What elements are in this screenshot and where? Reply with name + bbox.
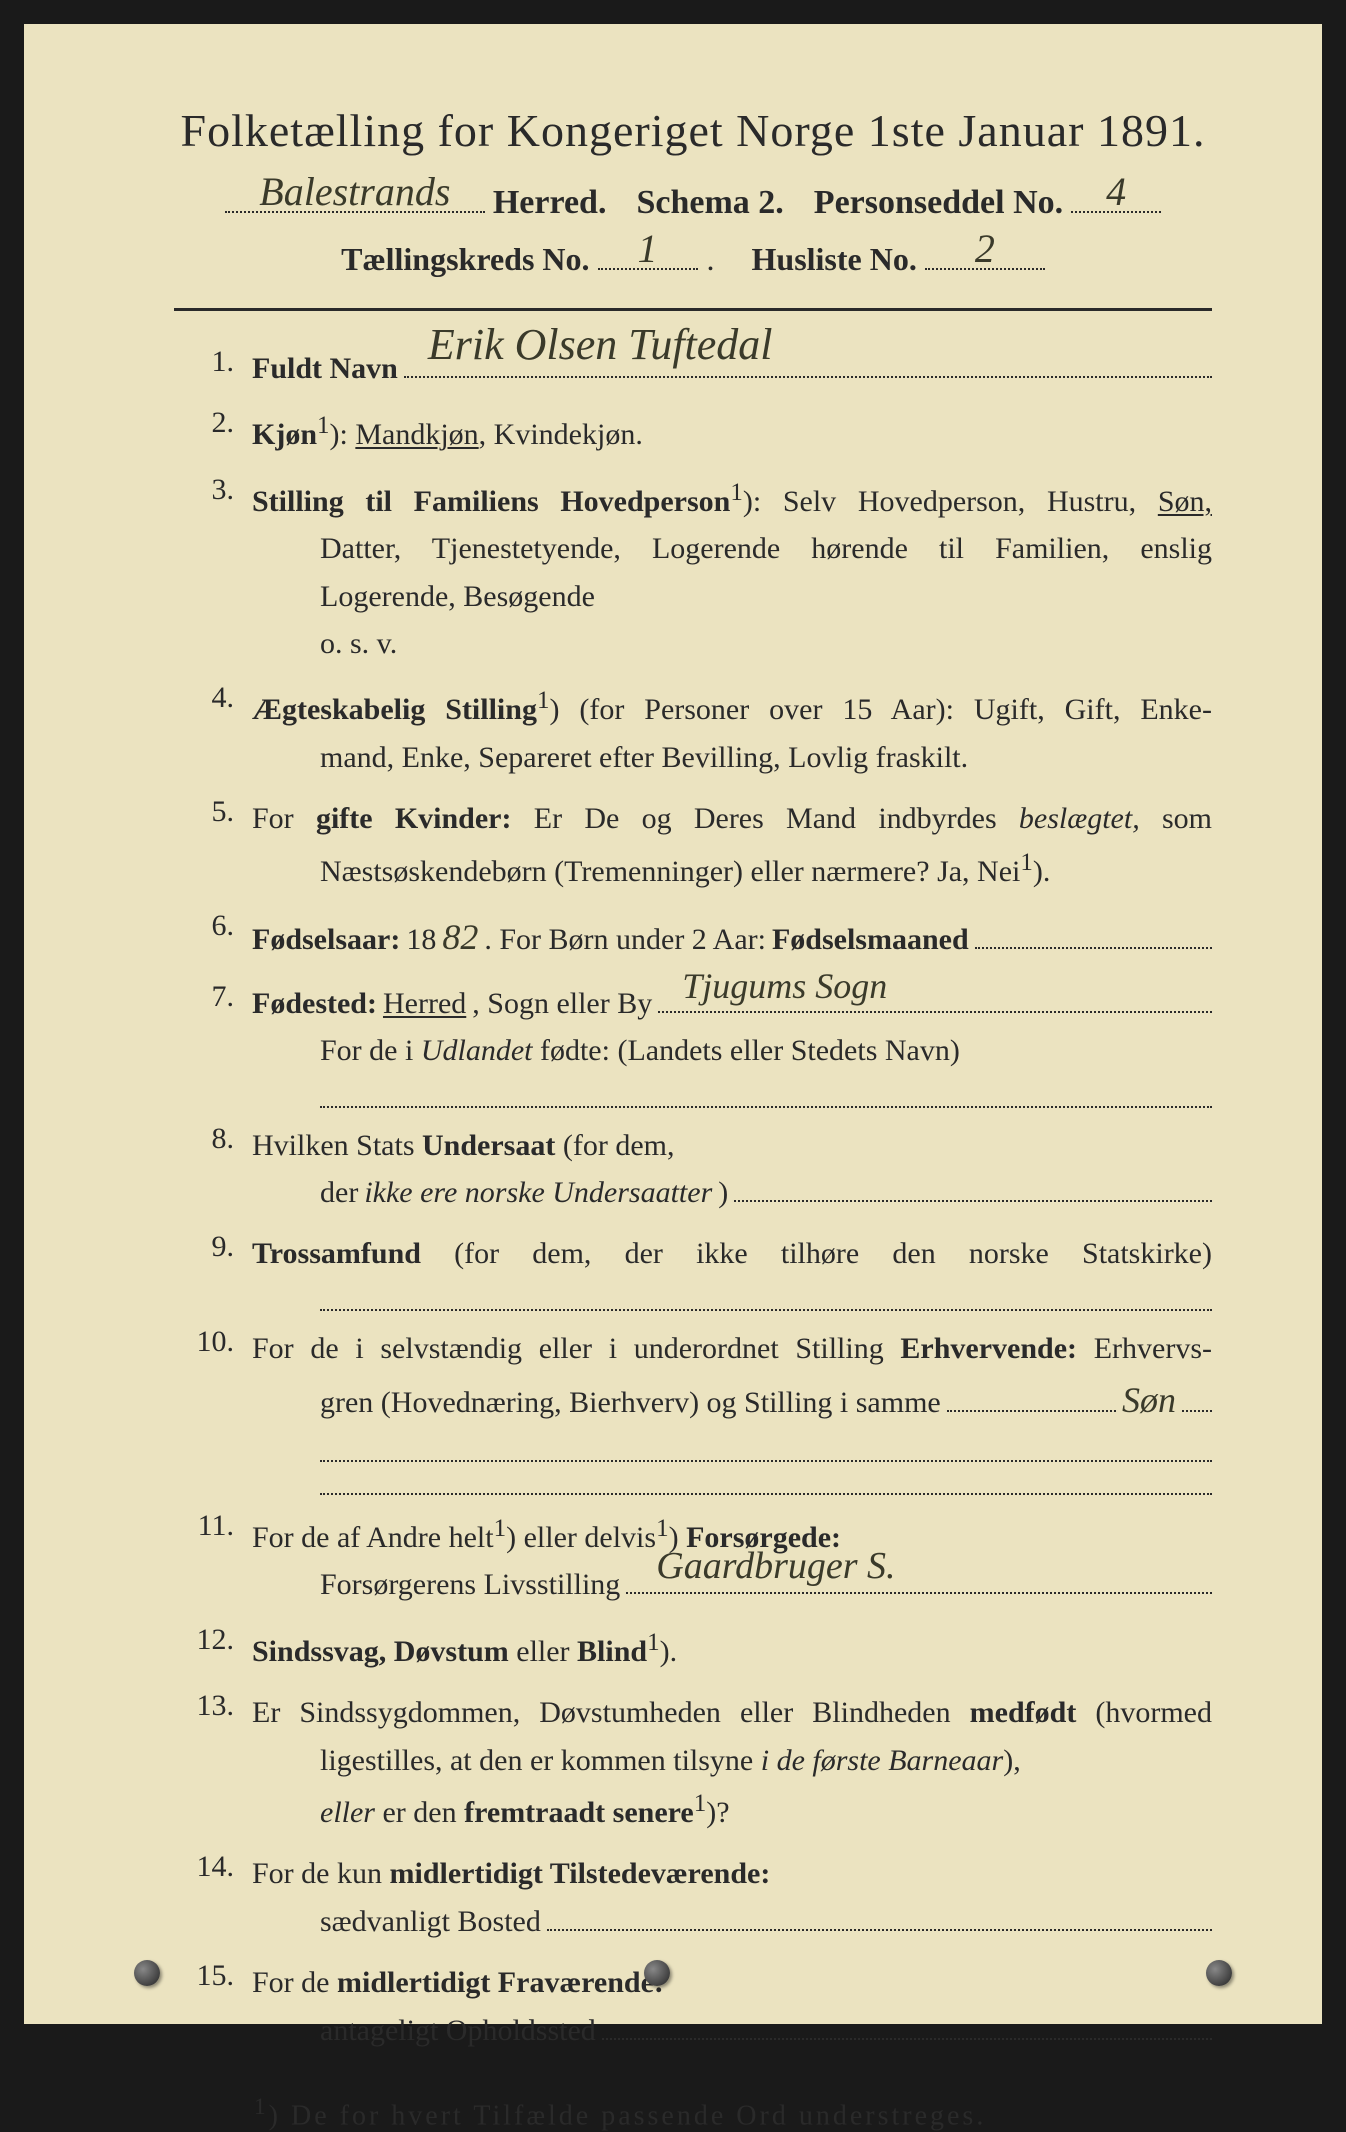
option-mandkjon: Mandkjøn <box>355 418 478 451</box>
header-line-2: Tællingskreds No. 1 . Husliste No. 2 <box>174 238 1212 278</box>
item-14: 14. For de kun midlertidigt Tilstedevære… <box>178 1850 1212 1945</box>
item-number: 3. <box>178 473 252 668</box>
field-label: Trossamfund <box>252 1237 421 1270</box>
item-number: 11. <box>178 1509 252 1609</box>
husliste-label: Husliste No. <box>752 241 917 278</box>
item-12: 12. Sindssvag, Døvstum eller Blind1). <box>178 1623 1212 1675</box>
item-number: 8. <box>178 1122 252 1217</box>
item-15: 15. For de midlertidigt Fraværende: anta… <box>178 1959 1212 2054</box>
item-7: 7. Fødested: Herred, Sogn eller By Tjugu… <box>178 980 1212 1108</box>
form-items: 1. Fuldt Navn Erik Olsen Tuftedal 2. Kjø… <box>174 345 1212 2054</box>
item-2: 2. Kjøn1): Mandkjøn, Kvindekjøn. <box>178 406 1212 458</box>
page-title: Folketælling for Kongeriget Norge 1ste J… <box>174 104 1212 157</box>
name-handwritten: Erik Olsen Tuftedal <box>428 310 773 380</box>
item-13: 13. Er Sindssygdommen, Døvstumheden elle… <box>178 1689 1212 1836</box>
footnote: 1) De for hvert Tilfælde passende Ord un… <box>174 2094 1212 2132</box>
item-number: 2. <box>178 406 252 458</box>
item-8: 8. Hvilken Stats Undersaat (for dem, der… <box>178 1122 1212 1217</box>
husliste-no: 2 <box>975 225 995 272</box>
item-number: 1. <box>178 345 252 392</box>
field-label: Fødselsaar: <box>252 916 400 963</box>
field-label: midlertidigt Fraværende: <box>337 1966 664 1999</box>
binding-pin-icon <box>134 1960 160 1986</box>
field-label: Fuldt Navn <box>252 345 398 392</box>
option-kvindekjon: Kvindekjøn. <box>494 418 643 451</box>
item-number: 10. <box>178 1325 252 1495</box>
birthplace-handwritten: Tjugums Sogn <box>682 958 887 1015</box>
birthyear-handwritten: 82 <box>442 909 478 966</box>
field-label: Stilling til Familiens Hovedperson <box>252 485 730 518</box>
item-number: 12. <box>178 1623 252 1675</box>
kreds-no: 1 <box>638 225 658 272</box>
item-1: 1. Fuldt Navn Erik Olsen Tuftedal <box>178 345 1212 392</box>
item-number: 15. <box>178 1959 252 2054</box>
item-10: 10. For de i selvstændig eller i underor… <box>178 1325 1212 1495</box>
personseddel-no: 4 <box>1106 168 1126 215</box>
census-form-page: Folketælling for Kongeriget Norge 1ste J… <box>24 24 1322 2024</box>
field-label: Fødested: <box>252 980 377 1027</box>
herred-label: Herred. <box>493 184 607 222</box>
personseddel-label: Personseddel No. <box>814 184 1063 222</box>
item-5: 5. For gifte Kvinder: Er De og Deres Man… <box>178 795 1212 895</box>
item-11: 11. For de af Andre helt1) eller delvis1… <box>178 1509 1212 1609</box>
herred-handwritten: Balestrands <box>259 168 450 215</box>
header-line-1: Balestrands Herred. Schema 2. Personsedd… <box>174 179 1212 222</box>
item-4: 4. Ægteskabelig Stilling1) (for Personer… <box>178 681 1212 781</box>
field-label: Sindssvag, Døvstum <box>252 1635 509 1668</box>
item-number: 7. <box>178 980 252 1108</box>
item-number: 9. <box>178 1230 252 1310</box>
item-9: 9. Trossamfund (for dem, der ikke tilhør… <box>178 1230 1212 1310</box>
field-label: Kjøn <box>252 418 317 451</box>
item-number: 13. <box>178 1689 252 1836</box>
field-label: Ægteskabelig Stilling <box>252 693 537 726</box>
kreds-label: Tællingskreds No. <box>341 241 589 278</box>
item-number: 6. <box>178 909 252 966</box>
field-label: Undersaat <box>422 1129 555 1162</box>
occupation-handwritten: Søn <box>1122 1372 1176 1429</box>
item-number: 4. <box>178 681 252 781</box>
binding-pin-icon <box>644 1960 670 1986</box>
option-son: Søn, <box>1158 485 1212 518</box>
field-label: gifte Kvinder: <box>316 802 512 835</box>
field-label: midlertidigt Tilstedeværende: <box>390 1857 771 1890</box>
provider-handwritten: Gaardbruger S. <box>656 1536 895 1596</box>
field-label: Erhvervende: <box>900 1332 1077 1365</box>
item-number: 14. <box>178 1850 252 1945</box>
schema-label: Schema 2. <box>636 184 783 222</box>
item-3: 3. Stilling til Familiens Hovedperson1):… <box>178 473 1212 668</box>
binding-pin-icon <box>1206 1960 1232 1986</box>
item-number: 5. <box>178 795 252 895</box>
